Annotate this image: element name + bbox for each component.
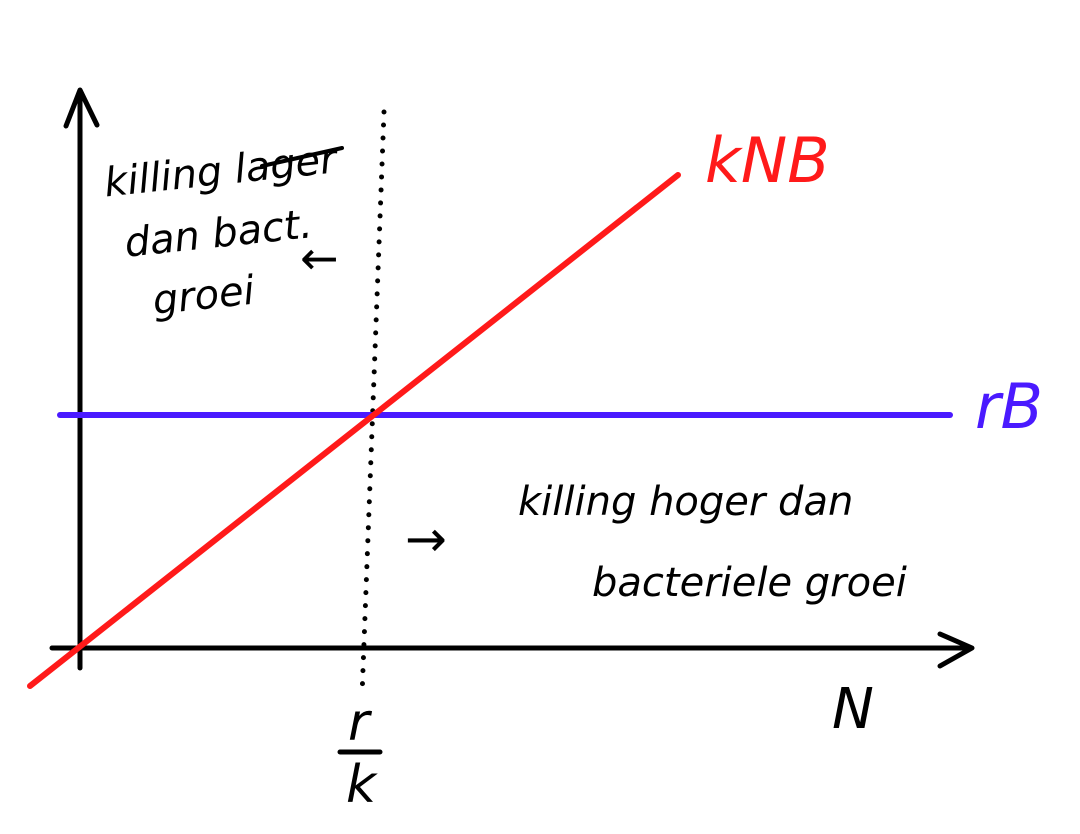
killing-line <box>27 172 681 689</box>
threshold-dotted-line <box>359 109 387 699</box>
upper-left-line2: dan bact. <box>122 201 314 266</box>
x-axis <box>49 631 975 669</box>
x-axis-label: N <box>832 677 874 742</box>
x-axis-arrowhead <box>937 631 975 669</box>
threshold-label: r k <box>337 693 383 815</box>
threshold-numerator: r <box>348 693 373 753</box>
upper-left-line3: groei <box>150 268 256 324</box>
y-axis-arrowhead <box>63 87 100 129</box>
threshold-denominator: k <box>346 755 378 815</box>
lower-right-arrow: → <box>405 510 447 568</box>
killing-line-label: kNB <box>705 124 830 197</box>
lower-right-annotation: killing hoger dan bacteriele groei <box>518 479 907 606</box>
lager-underline <box>260 146 344 168</box>
upper-left-line1: killing lager <box>102 136 341 206</box>
lower-right-line2: bacteriele groei <box>592 560 907 606</box>
upper-left-arrow: ← <box>300 231 339 285</box>
growth-line-label: rB <box>975 370 1043 443</box>
lower-right-line1: killing hoger dan <box>518 479 853 525</box>
y-axis <box>63 87 100 671</box>
